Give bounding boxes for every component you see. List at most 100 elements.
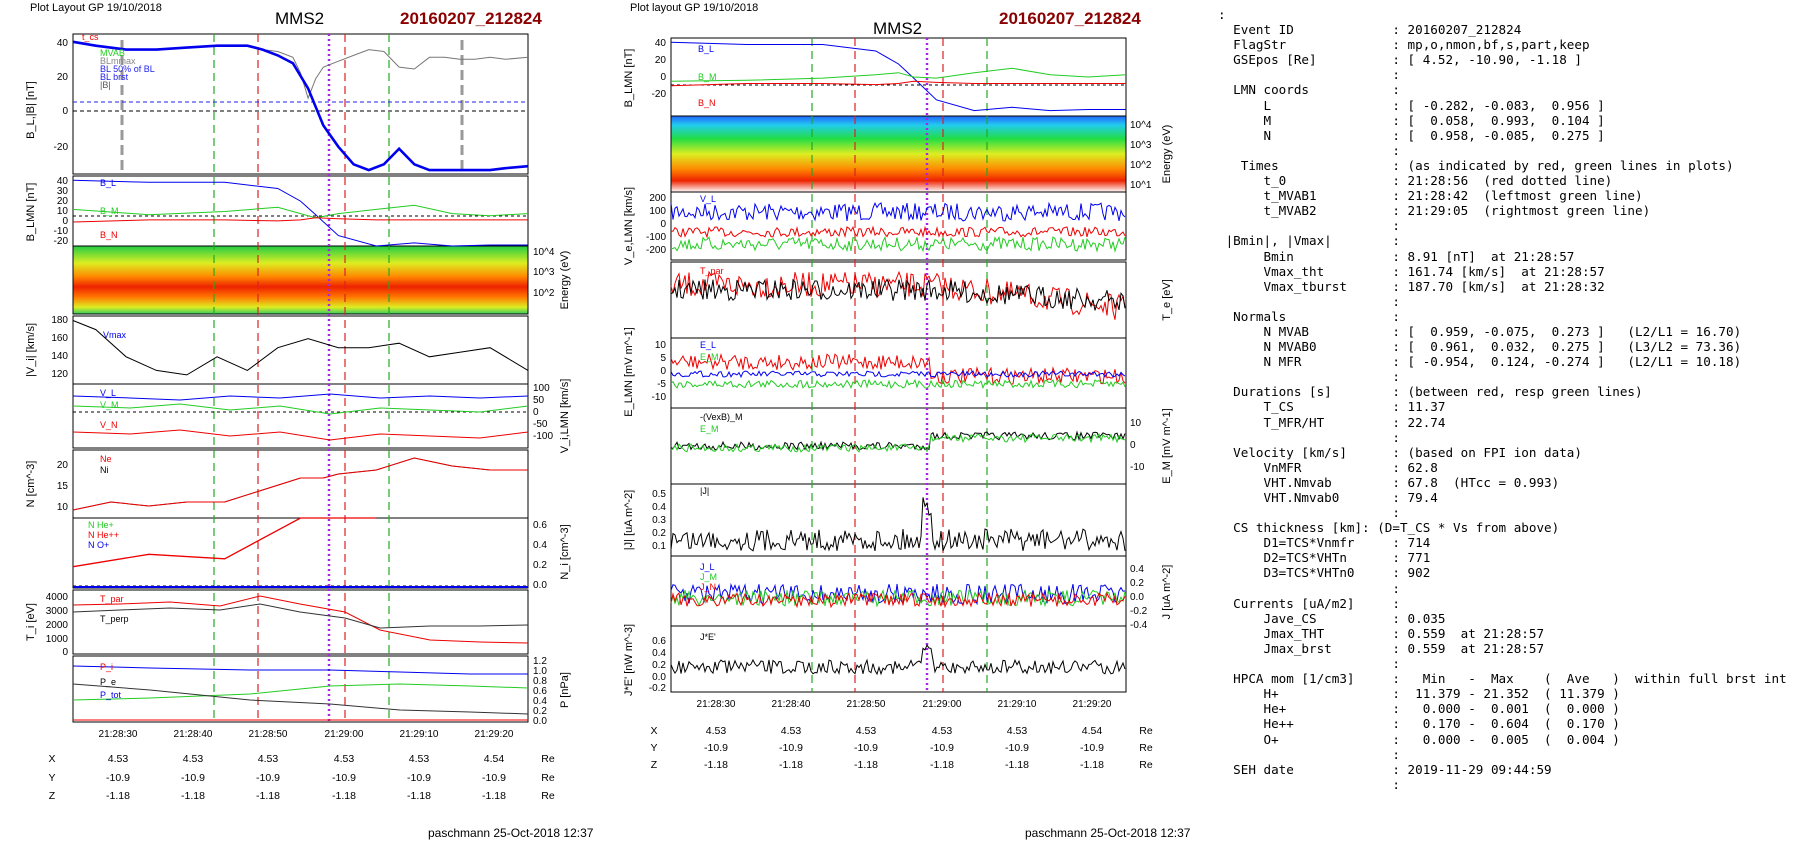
pos-value: -10.9 — [1005, 742, 1029, 754]
pos-value: 4.53 — [258, 753, 279, 765]
tick: 200 — [649, 193, 666, 204]
tick: 160 — [51, 333, 68, 344]
mid-panel-frames — [670, 37, 1127, 693]
mid-mms-title: MMS2 — [873, 19, 923, 38]
pos-value: -1.18 — [407, 790, 431, 802]
pos-unit: Re — [1139, 725, 1153, 737]
info-line: He++ : 0.170 - 0.604 ( 0.170 ) — [1218, 716, 1620, 732]
left-event-id: 20160207_212824 — [400, 9, 542, 28]
tick: 100 — [649, 206, 666, 217]
legend-tcs: t_cs — [82, 32, 99, 42]
tick: 10 — [57, 206, 69, 217]
info-line: : — [1218, 293, 1400, 309]
tick: 0.6 — [533, 686, 547, 697]
panel-vi-lmn — [72, 383, 529, 449]
label-tperp: T_perp — [100, 614, 129, 624]
tick: 140 — [51, 351, 68, 362]
pos-value: 4.53 — [108, 753, 129, 765]
left-inpanel-labels: t_cs MVAB BLmmax BL 50% of BL BL brst |B… — [82, 32, 155, 700]
tick: 0 — [62, 216, 68, 227]
legend-bl50: BL 50% of BL — [100, 64, 155, 74]
tick: -100 — [646, 232, 666, 243]
mid-ticks-left: 40 20 0 -20 200 100 0 -100 -200 10 5 0 -… — [646, 38, 666, 694]
noise-trace — [670, 225, 1126, 239]
tick: 10^4 — [533, 247, 555, 258]
ylabel-velmn: V_e,LMN [km/s] — [623, 187, 635, 265]
info-line: Jmax_THT : 0.559 at 21:28:57 — [1218, 625, 1545, 641]
event-info-panel: : Event ID : 20160207_212824 FlagStr : m… — [1218, 7, 1787, 792]
tick: 0.0 — [533, 716, 547, 727]
label-vmax: Vmax — [103, 330, 127, 340]
vin-trace — [72, 429, 529, 441]
tick: 20 — [57, 196, 69, 207]
tick: 0 — [660, 366, 666, 377]
left-panel-frames — [72, 33, 529, 723]
info-line: : — [1218, 656, 1400, 672]
tick: 5 — [660, 353, 666, 364]
ylabel-blmn: B_LMN [nT] — [623, 49, 635, 108]
tick: 0.0 — [533, 580, 547, 591]
ni-trace — [72, 457, 528, 511]
label-em2: E_M — [700, 424, 719, 434]
panel-ion-spectrogram — [72, 245, 529, 315]
ylabel-elmn: E_LMN [mV m^-1] — [623, 327, 635, 417]
pos-value: 4.53 — [781, 725, 802, 737]
info-line: : — [1218, 776, 1400, 792]
time-tick: 21:28:40 — [772, 699, 811, 710]
tick: -0.4 — [1130, 620, 1148, 631]
tick: 180 — [51, 315, 68, 326]
info-line: |Bmin|, |Vmax| : — [1218, 233, 1400, 249]
tick: 10 — [1130, 418, 1142, 429]
tick: 0 — [62, 647, 68, 658]
pos-label: Z — [651, 759, 658, 771]
label-el: E_L — [700, 340, 716, 350]
legend-blmmax: BLmmax — [100, 56, 136, 66]
left-panel9-traces — [72, 665, 529, 721]
pos-value: -10.9 — [256, 772, 280, 784]
ylabel-ti: T_i [eV] — [25, 603, 37, 641]
info-line: Vmax_tburst : 187.70 [km/s] at 21:28:32 — [1218, 278, 1605, 294]
left-panel6-traces — [72, 457, 528, 511]
bn-trace — [670, 80, 1126, 87]
info-line: N MFR : [ -0.954, 0.124, -0.274 ] (L2/L1… — [1218, 354, 1742, 370]
info-line: Jmax_brst : 0.559 at 21:28:57 — [1218, 640, 1545, 656]
tick: 0.4 — [652, 502, 666, 513]
tick: 0.2 — [652, 660, 666, 671]
tick: 0.5 — [652, 489, 666, 500]
vi-trace — [72, 320, 529, 376]
pos-value: -1.18 — [1005, 759, 1029, 771]
label-no: N O+ — [88, 540, 109, 550]
pos-label: Y — [650, 742, 657, 754]
time-tick: 21:29:00 — [325, 729, 364, 740]
left-panel8-traces — [72, 595, 529, 644]
left-panel4-traces — [72, 320, 529, 376]
info-line: : — [1218, 7, 1226, 22]
time-tick: 21:28:30 — [697, 699, 736, 710]
label-nhe2: N He++ — [88, 530, 119, 540]
pos-value: 4.53 — [706, 725, 727, 737]
info-line: t_MVAB2 : 21:29:05 (rightmost green line… — [1218, 203, 1651, 219]
label-jm: J_M — [700, 572, 717, 582]
info-line: SEH date : 2019-11-29 09:44:59 — [1218, 761, 1552, 777]
tick: 0.8 — [533, 676, 547, 687]
tick: 10^2 — [1130, 160, 1152, 171]
tick: 1.0 — [533, 666, 547, 677]
info-line: : — [1218, 67, 1400, 83]
left-plot-label: Plot Layout GP 19/10/2018 — [30, 2, 162, 14]
info-line: Velocity [km/s] : (based on FPI ion data… — [1218, 444, 1582, 460]
label-bm: B_M — [698, 72, 717, 82]
tick: 0.2 — [652, 528, 666, 539]
left-footer: paschmann 25-Oct-2018 12:37 — [428, 826, 594, 840]
label-ptot: P_tot — [100, 690, 122, 700]
tick: -50 — [533, 419, 548, 430]
pos-value: -1.18 — [106, 790, 130, 802]
label-bm: B_M — [100, 206, 119, 216]
info-line: Vmax_tht : 161.74 [km/s] at 21:28:57 — [1218, 263, 1605, 279]
mid-noisy-traces — [670, 201, 1126, 676]
info-line: He+ : 0.000 - 0.001 ( 0.000 ) — [1218, 701, 1620, 717]
label-ni: Ni — [100, 465, 109, 475]
noise-trace — [670, 497, 1126, 552]
noise-trace — [670, 591, 1126, 609]
panel-density — [72, 449, 529, 519]
info-line: H+ : 11.379 - 21.352 ( 11.379 ) — [1218, 686, 1620, 702]
